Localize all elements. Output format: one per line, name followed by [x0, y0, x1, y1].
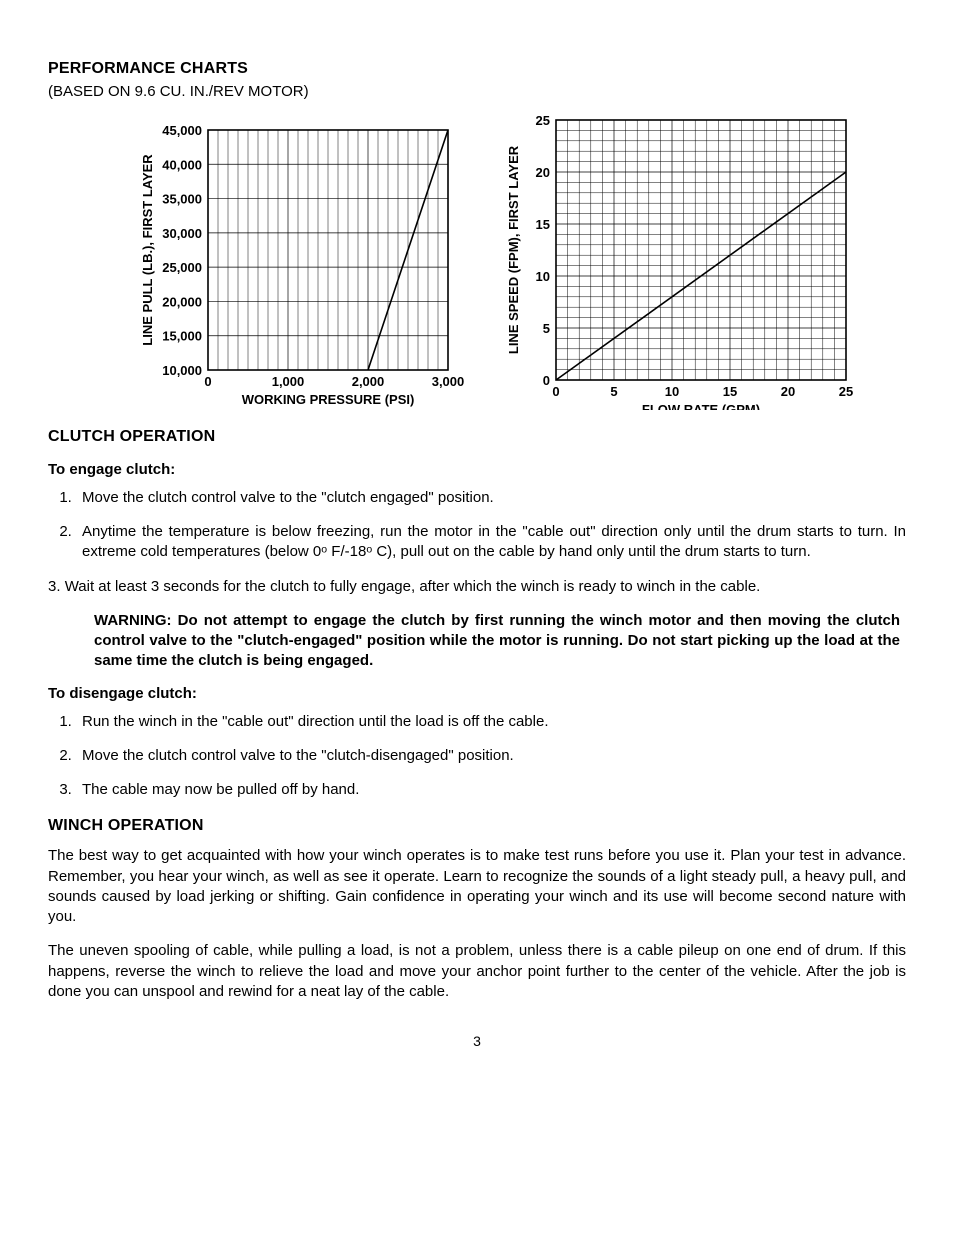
clutch-operation-heading: CLUTCH OPERATION — [48, 426, 906, 448]
disengage-step-3: The cable may now be pulled off by hand. — [76, 780, 906, 800]
svg-text:15: 15 — [723, 384, 737, 399]
svg-text:15: 15 — [536, 217, 550, 232]
svg-text:0: 0 — [543, 373, 550, 388]
disengage-step-1: Run the winch in the "cable out" directi… — [76, 712, 906, 732]
svg-text:20,000: 20,000 — [162, 294, 202, 309]
disengage-clutch-heading: To disengage clutch: — [48, 684, 906, 704]
svg-text:10,000: 10,000 — [162, 363, 202, 378]
svg-text:0: 0 — [552, 384, 559, 399]
svg-text:5: 5 — [610, 384, 617, 399]
svg-text:25,000: 25,000 — [162, 260, 202, 275]
page-number: 3 — [48, 1032, 906, 1051]
line-speed-chart: 0 5 10 15 20 25 0 5 10 15 20 25 FLOW RATE (GPM) LINE … — [486, 110, 866, 416]
performance-charts-subtitle: (BASED ON 9.6 CU. IN./REV MOTOR) — [48, 82, 906, 102]
line-pull-chart: 0 1,000 2,000 3,000 10,000 15,000 20,000 25,000… — [88, 110, 468, 416]
svg-text:3,000: 3,000 — [432, 374, 465, 389]
engage-steps-list: Move the clutch control valve to the "cl… — [48, 488, 906, 563]
svg-text:LINE PULL (LB.), FIRST LAYER: LINE PULL (LB.), FIRST LAYER — [140, 154, 155, 346]
winch-para-2: The uneven spooling of cable, while pull… — [48, 941, 906, 1002]
svg-text:25: 25 — [536, 113, 550, 128]
svg-text:20: 20 — [781, 384, 795, 399]
svg-text:2,000: 2,000 — [352, 374, 385, 389]
engage-step-3: 3. Wait at least 3 seconds for the clutc… — [48, 577, 906, 597]
svg-text:25: 25 — [839, 384, 853, 399]
disengage-step-2: Move the clutch control valve to the "cl… — [76, 746, 906, 766]
winch-para-1: The best way to get acquainted with how … — [48, 846, 906, 927]
svg-text:20: 20 — [536, 165, 550, 180]
charts-row: 0 1,000 2,000 3,000 10,000 15,000 20,000 25,000… — [88, 110, 906, 416]
engage-clutch-heading: To engage clutch: — [48, 460, 906, 480]
svg-text:1,000: 1,000 — [272, 374, 305, 389]
disengage-steps-list: Run the winch in the "cable out" directi… — [48, 712, 906, 801]
svg-text:WORKING PRESSURE (PSI): WORKING PRESSURE (PSI) — [242, 392, 415, 407]
engage-warning: WARNING: Do not attempt to engage the cl… — [94, 611, 906, 672]
engage-step-2: Anytime the temperature is below freezin… — [76, 522, 906, 563]
svg-text:5: 5 — [543, 321, 550, 336]
svg-text:LINE SPEED (FPM), FIRST LAYER: LINE SPEED (FPM), FIRST LAYER — [506, 145, 521, 354]
svg-text:30,000: 30,000 — [162, 226, 202, 241]
engage-step-1: Move the clutch control valve to the "cl… — [76, 488, 906, 508]
svg-text:10: 10 — [536, 269, 550, 284]
performance-charts-heading: PERFORMANCE CHARTS — [48, 58, 906, 80]
svg-text:40,000: 40,000 — [162, 157, 202, 172]
svg-text:FLOW RATE (GPM): FLOW RATE (GPM) — [642, 402, 760, 410]
svg-text:0: 0 — [204, 374, 211, 389]
winch-operation-heading: WINCH OPERATION — [48, 815, 906, 837]
svg-text:10: 10 — [665, 384, 679, 399]
svg-text:45,000: 45,000 — [162, 123, 202, 138]
svg-text:35,000: 35,000 — [162, 191, 202, 206]
svg-text:15,000: 15,000 — [162, 329, 202, 344]
